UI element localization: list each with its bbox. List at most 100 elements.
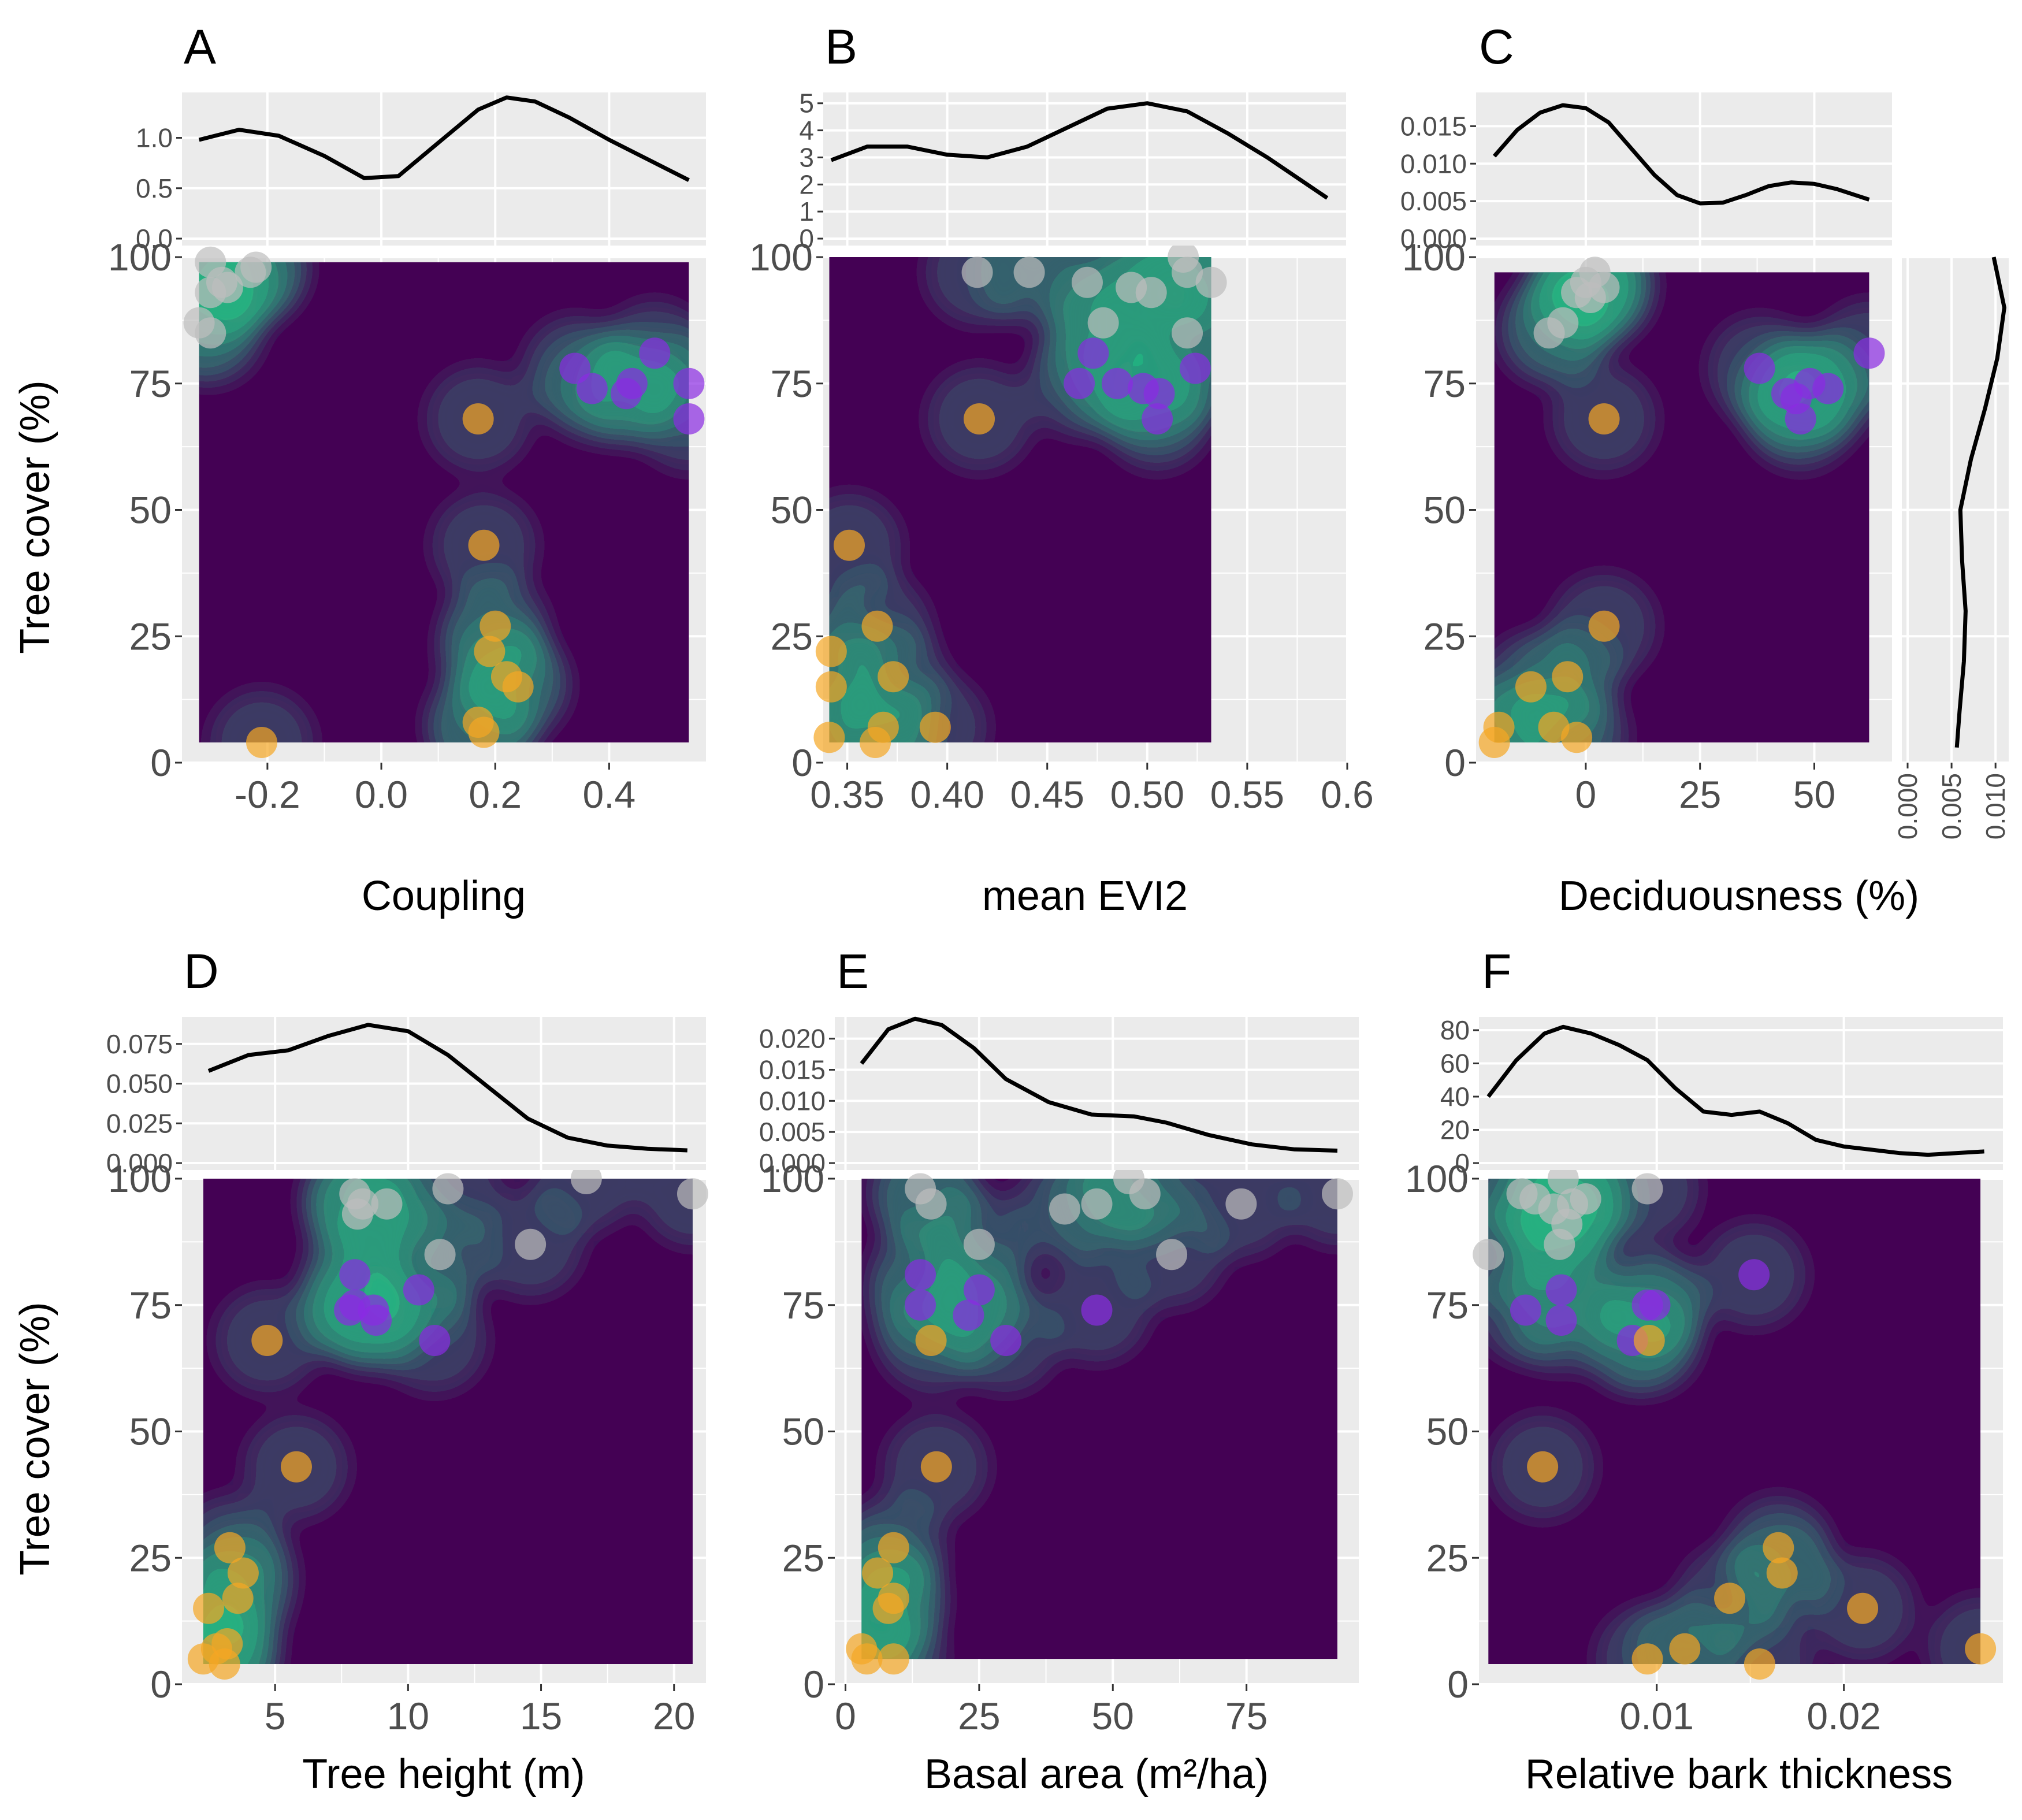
density-contours [203, 1179, 693, 1664]
x-tick-label: 0.4 [583, 773, 636, 816]
panel-label: B [825, 20, 857, 74]
point-gray [570, 1163, 602, 1194]
point-orange [1766, 1557, 1798, 1589]
point-orange [815, 671, 847, 703]
panel-f: F 0 25 50 75 100 0.01 0.02 Relative bark thickne… [1405, 944, 2003, 1797]
density-contours [1488, 1179, 1981, 1664]
y-tick-label: 0 [150, 741, 172, 784]
point-purple [1545, 1274, 1577, 1306]
y-tick-label: 25 [1426, 1536, 1469, 1579]
axis-ticks: 0 25 50 75 100 -0.2 0.0 0.2 0.4 [108, 236, 635, 816]
scatter-points [846, 1163, 1353, 1675]
point-orange [1515, 671, 1547, 703]
marginal-x-tick-label: 0.010 [1980, 773, 2010, 840]
y-tick-label: 25 [782, 1536, 824, 1579]
point-purple [905, 1289, 936, 1321]
marginal-density-x: 0.0 0.5 1.0 [136, 92, 706, 254]
x-tick-label: 15 [520, 1695, 562, 1737]
point-purple [905, 1259, 936, 1291]
point-orange [214, 1532, 246, 1563]
marginal-y-tick-label: 0.5 [136, 173, 173, 203]
point-gray [195, 277, 226, 309]
point-purple [639, 337, 671, 369]
point-orange [468, 716, 500, 748]
point-orange [860, 727, 891, 758]
y-tick-label: 75 [771, 362, 813, 405]
point-orange [1631, 1643, 1663, 1675]
point-gray [1081, 1188, 1113, 1220]
point-orange [834, 529, 865, 561]
marginal-y-tick-label: 0.005 [1400, 186, 1467, 216]
marginal-density-y: 0.000 0.005 0.010 [1893, 256, 2010, 840]
point-orange [813, 722, 845, 753]
point-gray [915, 1188, 947, 1220]
point-orange [1763, 1532, 1794, 1563]
marginal-background [1479, 1017, 2003, 1170]
panel-label: D [184, 944, 219, 998]
marginal-density-x: 0.000 0.005 0.010 0.015 [1400, 92, 1892, 254]
point-gray [1172, 317, 1203, 349]
point-gray [1547, 1163, 1579, 1194]
point-orange [1965, 1633, 1997, 1665]
point-orange [1588, 403, 1620, 434]
y-tick-label: 100 [108, 236, 172, 278]
marginal-y-tick-label: 0.075 [106, 1029, 173, 1059]
marginal-y-tick-label: 0.010 [759, 1086, 826, 1116]
marginal-y-tick-label: 40 [1440, 1082, 1470, 1112]
density-kernel [1704, 1609, 1815, 1664]
marginal-y-tick-label: 0.015 [1400, 111, 1467, 141]
point-purple [1785, 403, 1816, 434]
x-tick-label: 0.6 [1321, 773, 1374, 816]
y-tick-label: 25 [129, 615, 172, 658]
point-gray [1049, 1193, 1080, 1225]
y-tick-label: 50 [129, 489, 172, 532]
marginal-density-line [207, 1023, 687, 1153]
x-axis-title: Tree height (m) [302, 1751, 585, 1797]
point-gray [677, 1178, 708, 1210]
x-axis-title: Relative bark thickness [1525, 1751, 1953, 1797]
marginal-y-tick-label: 0.025 [106, 1108, 173, 1138]
panel-label: C [1479, 20, 1514, 74]
point-orange [862, 1557, 894, 1589]
point-gray [1195, 266, 1227, 298]
x-tick-label: 0.01 [1619, 1695, 1693, 1737]
marginal-background [835, 1017, 1359, 1170]
marginal-density-line [1486, 1024, 1984, 1157]
y-tick-label: 75 [129, 1284, 172, 1327]
point-gray [1156, 1239, 1188, 1271]
point-purple [1639, 1289, 1671, 1321]
point-gray [1321, 1178, 1353, 1210]
y-tick-label: 50 [129, 1410, 172, 1453]
point-gray [1013, 257, 1045, 288]
point-orange [1478, 727, 1510, 758]
point-orange [872, 1592, 904, 1624]
point-gray [1473, 1239, 1504, 1271]
x-axis-title: Deciduousness (%) [1559, 873, 1919, 919]
y-tick-label: 75 [782, 1284, 824, 1327]
point-gray [963, 1228, 995, 1260]
x-tick-label: 10 [387, 1695, 429, 1737]
marginal-density-x: 0.000 0.025 0.050 0.075 [106, 1017, 706, 1178]
axis-ticks: 0 25 50 75 100 5 10 15 20 [108, 1157, 696, 1737]
point-gray [1071, 266, 1103, 298]
point-orange [815, 636, 847, 667]
marginal-y-tick-label: 0.0 [136, 224, 173, 254]
point-purple [1744, 352, 1775, 384]
point-orange [1552, 661, 1584, 693]
point-orange [1561, 722, 1593, 753]
point-purple [1142, 403, 1173, 434]
scatter-points [183, 246, 705, 758]
point-gray [341, 1198, 373, 1230]
y-tick-label: 50 [1423, 489, 1466, 532]
y-tick-label: 25 [1423, 615, 1466, 658]
point-orange [468, 529, 500, 561]
point-orange [1714, 1583, 1746, 1614]
x-tick-label: 0.45 [1010, 773, 1084, 816]
scatter-points [1478, 257, 1885, 758]
